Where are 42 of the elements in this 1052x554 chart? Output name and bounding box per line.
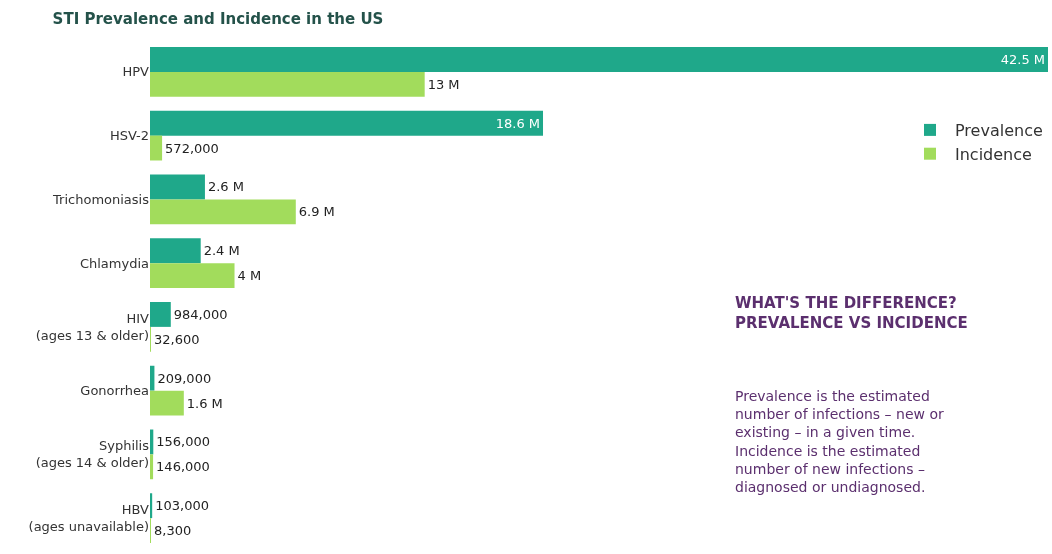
legend-label: Incidence bbox=[955, 144, 1032, 164]
y-tick-label: Syphilis (ages 14 & older) bbox=[35, 438, 150, 471]
data-label: 8,300 bbox=[154, 523, 192, 539]
data-label: 103,000 bbox=[155, 498, 209, 514]
chart-title: STI Prevalence and Incidence in the US bbox=[52, 10, 384, 29]
data-label: 42.5 M bbox=[1000, 51, 1045, 67]
bar bbox=[150, 174, 205, 200]
bar bbox=[150, 493, 153, 519]
bar bbox=[150, 71, 425, 97]
bar bbox=[150, 365, 155, 391]
annotation: Prevalence is the estimated number of infections – new or existing – in a given time. Incidence is the estimated number of new infections – diagnosed or undiagnosed. bbox=[735, 388, 944, 495]
data-label: 2.6 M bbox=[207, 179, 244, 195]
data-label: 32,600 bbox=[154, 331, 200, 347]
bar bbox=[150, 390, 184, 416]
data-label: 146,000 bbox=[156, 459, 210, 475]
data-label: 2.4 M bbox=[203, 243, 240, 259]
data-label: 156,000 bbox=[156, 434, 211, 450]
data-label: 572,000 bbox=[165, 140, 219, 156]
y-tick-label: Trichomoniasis bbox=[52, 191, 150, 207]
bar bbox=[150, 238, 201, 264]
bar bbox=[150, 47, 1048, 72]
bar bbox=[150, 199, 296, 225]
data-label: 4 M bbox=[237, 268, 262, 284]
y-tick-label: HBV (ages unavailable) bbox=[28, 502, 150, 535]
data-label: 13 M bbox=[427, 76, 460, 92]
bar bbox=[150, 302, 171, 327]
bar bbox=[150, 110, 544, 136]
data-label: 984,000 bbox=[173, 306, 228, 322]
annotation: WHAT'S THE DIFFERENCE? PREVALENCE VS INCIDENCE bbox=[735, 294, 968, 332]
y-tick-label: HIV (ages 13 & older) bbox=[35, 310, 150, 343]
data-label: 18.6 M bbox=[495, 115, 541, 131]
y-tick-label: Chlamydia bbox=[79, 255, 149, 271]
y-tick-label: Gonorrhea bbox=[80, 383, 149, 399]
bar bbox=[150, 135, 163, 161]
data-label: 6.9 M bbox=[298, 204, 335, 220]
bar bbox=[150, 454, 154, 480]
y-tick-label: HPV bbox=[122, 64, 150, 80]
data-label: 209,000 bbox=[157, 370, 212, 386]
data-label: 1.6 M bbox=[186, 395, 223, 411]
bar bbox=[150, 263, 235, 288]
legend-label: Prevalence bbox=[955, 121, 1043, 141]
y-tick-label: HSV-2 bbox=[109, 128, 149, 144]
